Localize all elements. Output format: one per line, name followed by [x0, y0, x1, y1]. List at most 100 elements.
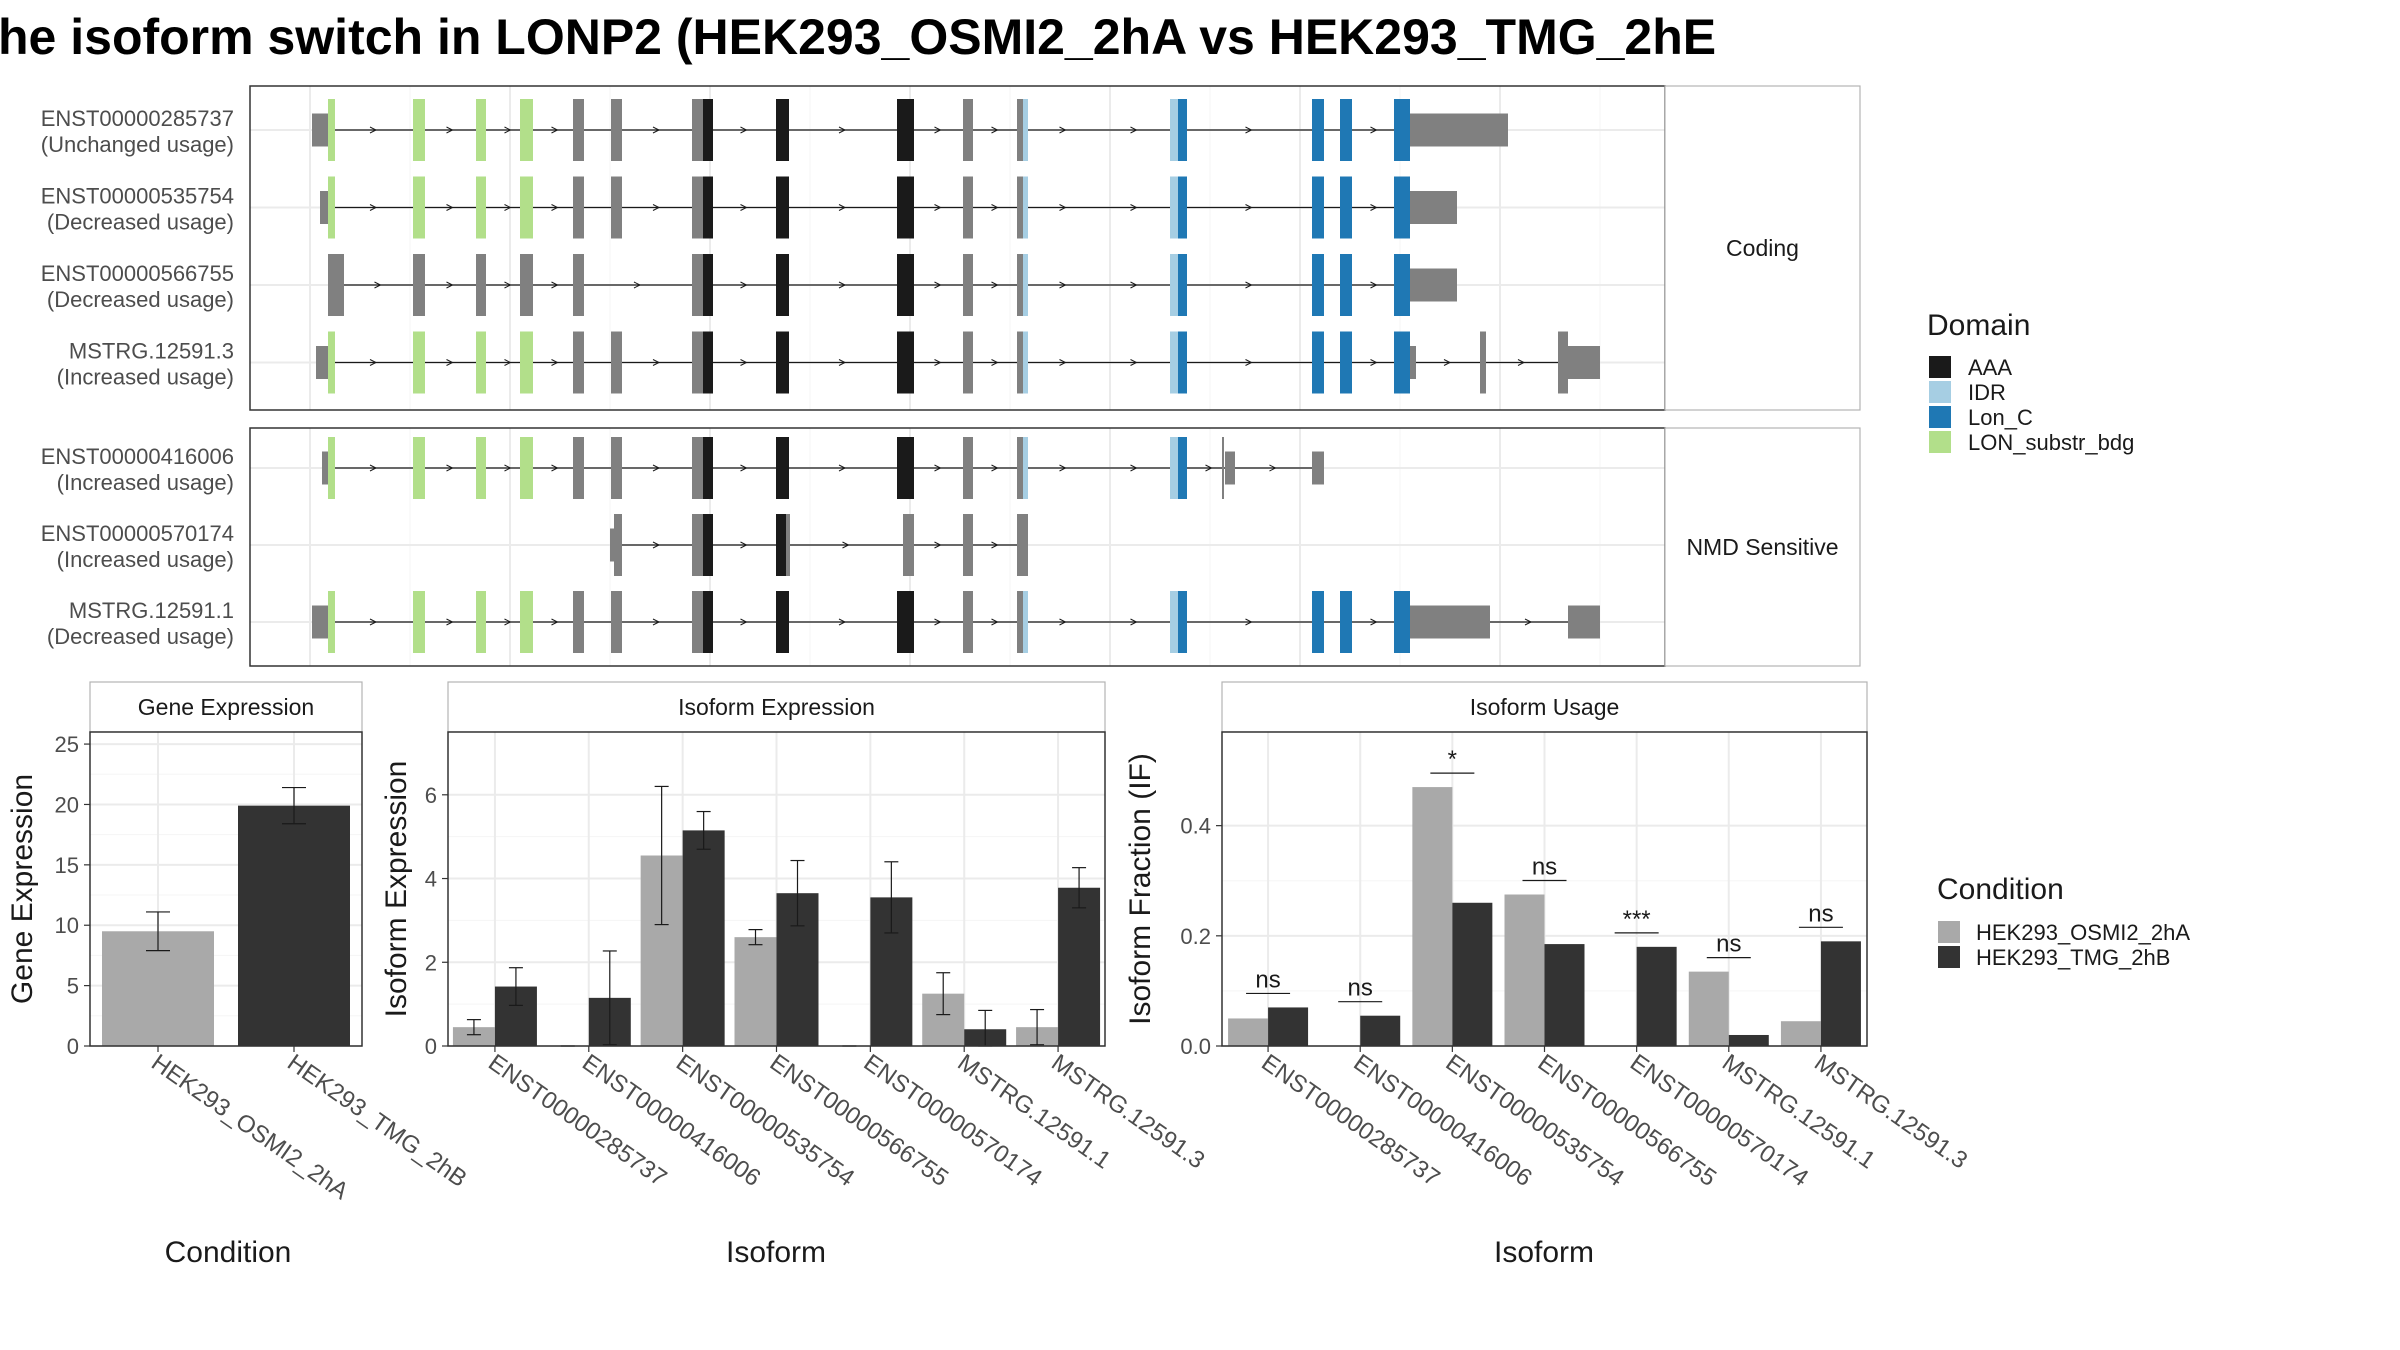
significance-label: *	[1448, 746, 1457, 773]
domain-aaa	[703, 331, 713, 394]
direction-arrow	[838, 204, 847, 211]
bar	[1820, 941, 1861, 1046]
condition-legend-key	[1938, 946, 1960, 968]
bar	[1412, 787, 1453, 1046]
exon	[692, 254, 696, 316]
transcript-usage-label: (Decreased usage)	[47, 210, 234, 235]
domain-lon-c	[1312, 254, 1324, 316]
exon	[1017, 514, 1028, 576]
exon	[611, 591, 622, 653]
exon	[692, 514, 704, 576]
transcript-ENST00000416006	[322, 437, 1324, 499]
exon	[1480, 331, 1486, 394]
exon	[963, 176, 973, 239]
domain-aaa	[776, 514, 786, 576]
y-tick-label: 4	[425, 867, 437, 892]
direction-arrow	[838, 464, 847, 472]
exon	[1017, 99, 1023, 161]
direction-arrow	[652, 618, 661, 626]
direction-arrow	[652, 541, 661, 549]
bar	[1544, 944, 1585, 1046]
domain-lon-substr-bdg	[328, 591, 335, 653]
direction-arrow	[838, 126, 847, 134]
domain-idr	[1170, 331, 1178, 394]
bar	[1728, 1034, 1769, 1046]
direction-arrow	[934, 126, 942, 134]
direction-arrow	[633, 281, 642, 289]
domain-lon-substr-bdg	[413, 437, 425, 499]
exon	[963, 99, 973, 161]
direction-arrow	[1130, 464, 1138, 472]
domain-aaa	[776, 99, 789, 161]
facet-strip-label: Gene Expression	[138, 694, 314, 720]
exon	[903, 514, 906, 576]
domain-lon-c	[1178, 99, 1187, 161]
exon	[611, 176, 622, 239]
bar	[238, 805, 350, 1046]
y-tick-label: 0.2	[1180, 924, 1211, 949]
isoform-expression-chart: Isoform Expression0246ENST00000285737ENS…	[380, 681, 1209, 1269]
domain-idr	[1170, 99, 1178, 161]
exon	[963, 437, 973, 499]
bar	[1636, 946, 1677, 1046]
exon	[692, 591, 704, 653]
direction-arrow	[991, 126, 999, 134]
direction-arrow	[1443, 359, 1452, 366]
transcript-usage-label: (Unchanged usage)	[41, 132, 234, 157]
exon	[1568, 346, 1600, 379]
domain-lon-substr-bdg	[476, 99, 486, 161]
transcript-id-label: ENST00000566755	[41, 261, 234, 286]
domain-aaa	[776, 176, 789, 239]
transcript-MSTRG.12591.1	[312, 591, 1600, 653]
x-tick-label: MSTRG.12591.3	[1046, 1049, 1209, 1174]
transcript-panel-nmd: ENST00000416006(Increased usage)ENST0000…	[41, 427, 1861, 667]
bar	[1504, 894, 1545, 1046]
domain-aaa	[703, 437, 713, 499]
condition-legend-label: HEK293_TMG_2hB	[1976, 945, 2170, 970]
domain-idr	[1170, 254, 1178, 316]
direction-arrow	[1245, 618, 1253, 626]
transcript-id-label: ENST00000570174	[41, 521, 234, 546]
direction-arrow	[1370, 359, 1378, 366]
direction-arrow	[1059, 126, 1067, 134]
direction-arrow	[991, 281, 999, 289]
domain-lon-substr-bdg	[328, 176, 335, 239]
direction-arrow	[1130, 281, 1138, 289]
domain-lon-substr-bdg	[520, 591, 533, 653]
y-tick-label: 2	[425, 950, 437, 975]
direction-arrow	[740, 126, 748, 134]
y-tick-label: 0	[67, 1034, 79, 1059]
direction-arrow	[1524, 618, 1533, 626]
direction-arrow	[740, 204, 748, 211]
domain-lon-substr-bdg	[328, 331, 335, 394]
exon	[614, 514, 622, 576]
x-axis-title: Isoform	[1494, 1236, 1594, 1269]
x-axis-title: Isoform	[726, 1236, 826, 1269]
domain-legend-label: Lon_C	[1968, 405, 2033, 430]
exon	[786, 514, 790, 576]
transcript-id-label: MSTRG.12591.3	[69, 339, 234, 364]
exon	[963, 514, 973, 576]
exon	[611, 99, 622, 161]
y-tick-label: 25	[55, 732, 79, 757]
exon	[963, 331, 973, 394]
domain-aaa	[897, 591, 914, 653]
direction-arrow	[842, 541, 850, 549]
transcript-ENST00000570174	[610, 514, 1028, 576]
exon	[1017, 254, 1023, 316]
direction-arrow	[504, 281, 512, 289]
domain-aaa	[897, 99, 914, 161]
facet-strip	[447, 681, 1106, 733]
transcript-id-label: ENST00000535754	[41, 184, 234, 209]
y-tick-label: 20	[55, 792, 79, 817]
exon	[573, 99, 584, 161]
significance-label: ns	[1808, 900, 1833, 927]
domain-aaa	[703, 176, 713, 239]
exon	[611, 437, 622, 499]
transcript-MSTRG.12591.3	[316, 331, 1600, 394]
bar	[1228, 1018, 1269, 1046]
y-tick-label: 0.0	[1180, 1034, 1211, 1059]
direction-arrow	[1205, 464, 1213, 472]
